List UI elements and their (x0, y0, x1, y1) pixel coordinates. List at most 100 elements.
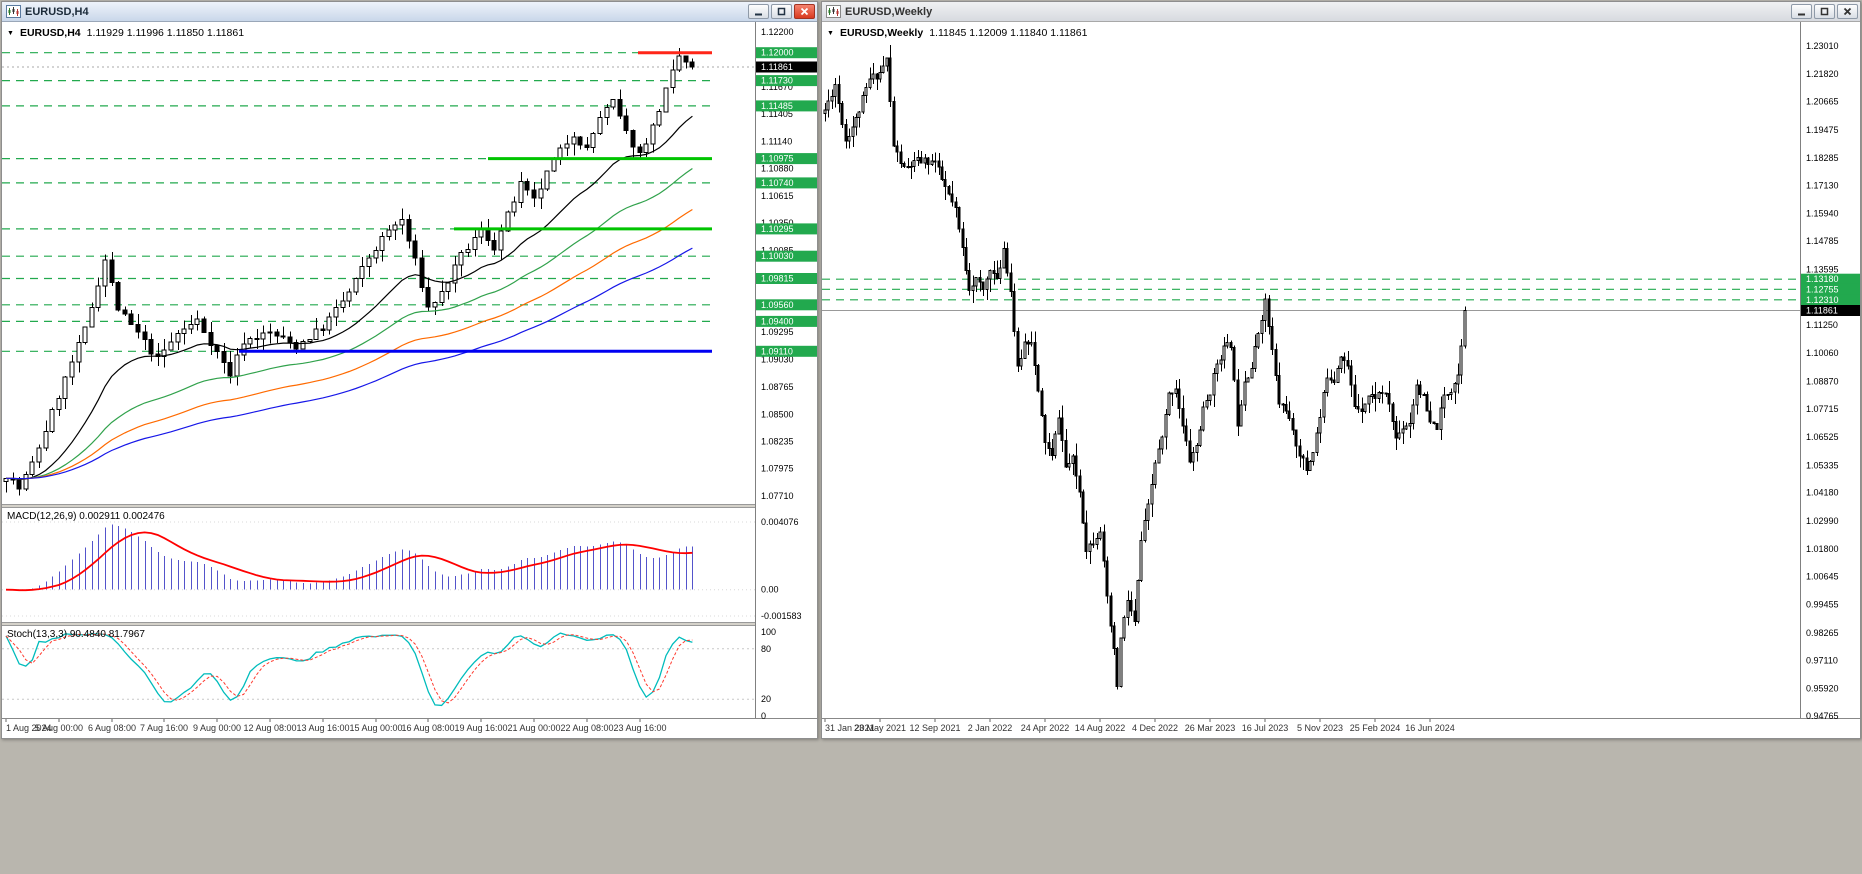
pane-separator[interactable] (2, 622, 817, 626)
svg-text:1.11140: 1.11140 (761, 137, 792, 147)
svg-text:16 Jul 2023: 16 Jul 2023 (1242, 723, 1289, 733)
svg-text:23 May 2021: 23 May 2021 (854, 723, 906, 733)
minimize-button[interactable] (748, 4, 769, 19)
svg-text:1.08870: 1.08870 (1806, 376, 1839, 386)
svg-text:0: 0 (761, 711, 766, 721)
svg-text:1.02990: 1.02990 (1806, 516, 1839, 526)
svg-text:1.11405: 1.11405 (761, 109, 793, 119)
svg-text:1.07975: 1.07975 (761, 464, 794, 474)
close-button[interactable] (794, 4, 815, 19)
svg-text:5 Aug 00:00: 5 Aug 00:00 (35, 723, 83, 733)
window-controls (748, 4, 815, 19)
svg-text:1.01800: 1.01800 (1806, 544, 1839, 554)
svg-text:13 Aug 16:00: 13 Aug 16:00 (296, 723, 349, 733)
svg-text:14 Aug 2022: 14 Aug 2022 (1075, 723, 1126, 733)
macd-axis[interactable]: 0.004076 0.00 -0.001583 (761, 517, 802, 621)
svg-text:1.20665: 1.20665 (1806, 97, 1839, 107)
titlebar-eurusd-h4[interactable]: EURUSD,H4 (2, 2, 817, 22)
svg-text:12 Aug 08:00: 12 Aug 08:00 (243, 723, 296, 733)
svg-text:1.18285: 1.18285 (1806, 153, 1839, 163)
svg-text:1.13595: 1.13595 (1806, 264, 1839, 274)
svg-text:1.21820: 1.21820 (1806, 69, 1839, 79)
ma-line-20 (5, 115, 693, 481)
chart-background (2, 22, 817, 738)
svg-text:1.04180: 1.04180 (1806, 488, 1839, 498)
svg-text:24 Apr 2022: 24 Apr 2022 (1021, 723, 1070, 733)
ma-line-70 (5, 208, 693, 480)
svg-text:5 Nov 2023: 5 Nov 2023 (1297, 723, 1343, 733)
svg-text:1.17130: 1.17130 (1806, 181, 1839, 191)
svg-text:1.10350: 1.10350 (761, 218, 794, 228)
stoch-axis[interactable]: 100 80 20 0 (761, 627, 776, 721)
svg-text:1.08765: 1.08765 (761, 382, 794, 392)
svg-text:1.19475: 1.19475 (1806, 125, 1839, 135)
svg-text:31 Jan 2021: 31 Jan 2021 (825, 723, 875, 733)
svg-text:23 Aug 16:00: 23 Aug 16:00 (613, 723, 666, 733)
macd-histogram (13, 524, 693, 591)
maximize-button[interactable] (1814, 4, 1835, 19)
svg-text:80: 80 (761, 644, 771, 654)
svg-text:-0.001583: -0.001583 (761, 611, 802, 621)
svg-text:22 Aug 08:00: 22 Aug 08:00 (560, 723, 613, 733)
svg-text:1 Aug 2024: 1 Aug 2024 (6, 723, 52, 733)
svg-text:2 Jan 2022: 2 Jan 2022 (968, 723, 1013, 733)
titlebar-eurusd-weekly[interactable]: EURUSD,Weekly (822, 2, 1860, 22)
svg-text:1.09110: 1.09110 (761, 346, 793, 356)
svg-text:16 Jun 2024: 16 Jun 2024 (1405, 723, 1455, 733)
price-scale-background (1800, 22, 1860, 718)
svg-text:1.11485: 1.11485 (761, 101, 793, 111)
svg-text:1.08235: 1.08235 (761, 437, 794, 447)
chart-area-eurusd-h4[interactable]: 1 Aug 2024 5 Aug 00:00 6 Aug 08:00 7 Aug 16… (2, 22, 817, 738)
maximize-button[interactable] (771, 4, 792, 19)
pane-separator[interactable] (2, 504, 817, 508)
svg-text:12 Sep 2021: 12 Sep 2021 (909, 723, 960, 733)
window-eurusd-h4[interactable]: EURUSD,H4 1 Aug 2024 5 Aug 00:00 6 Aug 08:… (1, 1, 818, 739)
svg-text:1.09295: 1.09295 (761, 327, 794, 337)
svg-text:0.004076: 0.004076 (761, 517, 799, 527)
ma-line-100 (5, 247, 693, 480)
svg-text:0.95920: 0.95920 (1806, 684, 1839, 694)
price-axis[interactable]: 1.23010 1.21820 1.20665 1.19475 1.18285 1.171… (1806, 41, 1839, 721)
stoch-d-line (5, 633, 693, 704)
candles-layer (3, 48, 695, 496)
svg-text:1.12755: 1.12755 (1806, 284, 1839, 294)
svg-text:1.12000: 1.12000 (761, 48, 794, 58)
svg-text:1.11250: 1.11250 (1806, 320, 1838, 330)
svg-text:1.10975: 1.10975 (761, 154, 794, 164)
svg-text:1.14785: 1.14785 (1806, 236, 1839, 246)
levels-dashed-layer (822, 278, 1800, 301)
svg-text:1.09030: 1.09030 (761, 355, 794, 365)
minimize-button[interactable] (1791, 4, 1812, 19)
svg-text:1.12200: 1.12200 (761, 27, 794, 37)
svg-text:1.09400: 1.09400 (761, 316, 794, 326)
chart-window-icon (6, 5, 21, 18)
svg-text:26 Mar 2023: 26 Mar 2023 (1185, 723, 1236, 733)
svg-text:20: 20 (761, 694, 771, 704)
window-title: EURUSD,H4 (25, 5, 89, 18)
svg-text:0.97110: 0.97110 (1806, 655, 1838, 665)
svg-text:1.13180: 1.13180 (1806, 274, 1839, 284)
price-axis[interactable]: 1.12200 1.11670 1.11405 1.11140 1.10880 1.106… (761, 27, 794, 501)
svg-text:16 Aug 08:00: 16 Aug 08:00 (401, 723, 454, 733)
svg-text:1.08500: 1.08500 (761, 409, 794, 419)
svg-text:1.06525: 1.06525 (1806, 432, 1839, 442)
svg-text:1.11861: 1.11861 (1806, 306, 1838, 316)
svg-text:9 Aug 00:00: 9 Aug 00:00 (193, 723, 241, 733)
svg-text:1.09560: 1.09560 (761, 300, 794, 310)
window-title: EURUSD,Weekly (845, 5, 933, 18)
svg-text:1.11670: 1.11670 (761, 82, 793, 92)
close-button[interactable] (1837, 4, 1858, 19)
svg-text:21 Aug 00:00: 21 Aug 00:00 (507, 723, 560, 733)
svg-text:1.15940: 1.15940 (1806, 209, 1839, 219)
svg-text:1.05335: 1.05335 (1806, 460, 1839, 470)
levels-segments-layer (239, 51, 712, 353)
svg-text:1.10030: 1.10030 (761, 251, 794, 261)
chart-area-eurusd-weekly[interactable]: 31 Jan 2021 23 May 2021 12 Sep 2021 2 Jan 2… (822, 22, 1860, 738)
window-eurusd-weekly[interactable]: EURUSD,Weekly 31 Jan 2021 23 May 2021 12 S… (821, 1, 1861, 739)
svg-text:1.10085: 1.10085 (761, 246, 794, 256)
